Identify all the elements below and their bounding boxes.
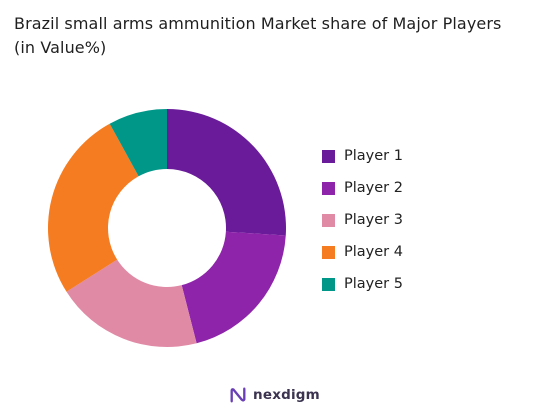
nexdigm-logo-icon <box>230 387 246 403</box>
legend-item-3: Player 3 <box>322 204 403 236</box>
chart-legend: Player 1 Player 2 Player 3 Player 4 Player 5 <box>322 140 403 300</box>
donut-slice-4 <box>47 123 139 292</box>
legend-label: Player 1 <box>344 148 403 164</box>
legend-item-5: Player 5 <box>322 268 403 300</box>
chart-title-block: Brazil small arms ammunition Market shar… <box>14 12 539 60</box>
legend-label: Player 2 <box>344 180 403 196</box>
donut-slice-3 <box>66 259 197 347</box>
chart-title: Brazil small arms ammunition Market shar… <box>14 14 502 33</box>
legend-swatch <box>322 149 335 163</box>
legend-swatch <box>322 213 335 227</box>
legend-label: Player 4 <box>344 244 403 260</box>
legend-item-2: Player 2 <box>322 172 403 204</box>
legend-label: Player 5 <box>344 276 403 292</box>
legend-swatch <box>322 245 335 259</box>
donut-slice-1 <box>167 109 286 236</box>
donut-slice-5 <box>109 109 167 177</box>
legend-swatch <box>322 181 335 195</box>
legend-swatch <box>322 277 335 291</box>
chart-subtitle: (in Value%) <box>14 38 107 57</box>
legend-label: Player 3 <box>344 212 403 228</box>
brand-footer: nexdigm <box>0 386 549 404</box>
donut-slice-2 <box>181 231 286 344</box>
logo-text: nexdigm <box>253 387 320 403</box>
legend-item-1: Player 1 <box>322 140 403 172</box>
legend-item-4: Player 4 <box>322 236 403 268</box>
